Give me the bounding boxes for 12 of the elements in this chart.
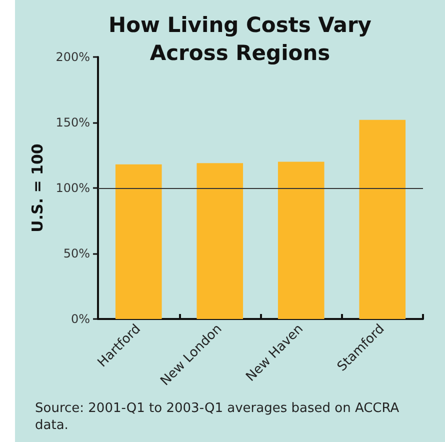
y-axis-title: U.S. = 100 bbox=[28, 144, 46, 232]
y-tick-label: 50% bbox=[63, 246, 90, 260]
bar bbox=[278, 162, 324, 319]
bar bbox=[359, 120, 406, 319]
y-tick-label: 100% bbox=[56, 181, 90, 195]
bar bbox=[115, 164, 162, 319]
bar bbox=[196, 163, 244, 319]
y-tick-label: 200% bbox=[56, 50, 90, 64]
chart-title: How Living Costs Vary Across Regions bbox=[108, 13, 372, 65]
y-tick-label: 150% bbox=[56, 116, 90, 130]
y-tick-label: 0% bbox=[70, 312, 90, 326]
source-note: Source: 2001-Q1 to 2003-Q1 averages based on ACCRA data. bbox=[35, 401, 404, 433]
